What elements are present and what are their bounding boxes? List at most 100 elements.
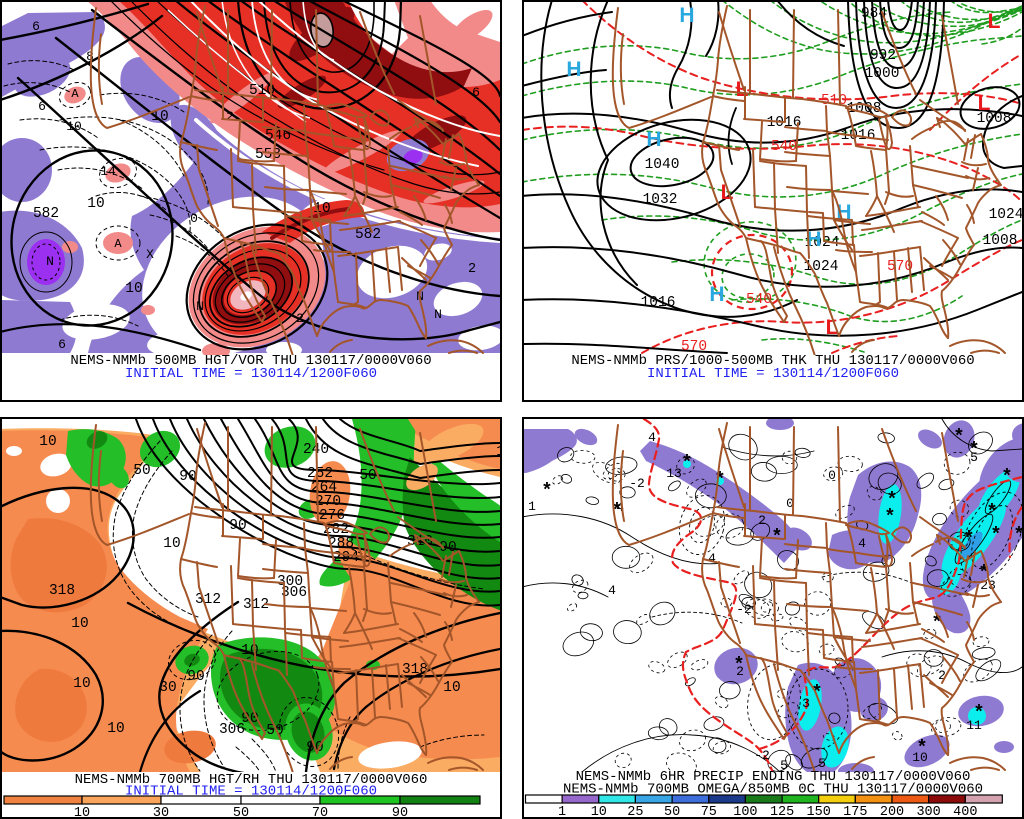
svg-text:546: 546	[265, 128, 291, 144]
svg-text:400: 400	[953, 805, 977, 819]
svg-text:6: 6	[32, 19, 40, 34]
svg-text:90: 90	[229, 518, 246, 534]
svg-text:312: 312	[243, 597, 269, 613]
svg-text:10: 10	[241, 643, 258, 659]
svg-text:2: 2	[938, 668, 946, 683]
svg-text:1024: 1024	[804, 259, 839, 275]
svg-text:10: 10	[66, 119, 82, 134]
svg-text:125: 125	[770, 805, 794, 819]
svg-text:200: 200	[880, 805, 904, 819]
svg-text:*: *	[714, 469, 725, 491]
svg-text:X: X	[146, 247, 154, 262]
svg-text:NEMS-NMMb 700MB OMEGA/850MB 0C: NEMS-NMMb 700MB OMEGA/850MB 0C THU 13011…	[563, 782, 983, 798]
svg-text:10: 10	[443, 680, 460, 696]
svg-text:*: *	[963, 528, 974, 550]
svg-text:2: 2	[736, 664, 744, 679]
svg-text:-2: -2	[736, 602, 752, 617]
svg-text:0: 0	[190, 211, 198, 226]
svg-text:6: 6	[472, 85, 480, 100]
svg-text:1: 1	[558, 805, 566, 819]
svg-text:570: 570	[681, 339, 707, 355]
svg-text:2: 2	[758, 513, 766, 528]
svg-text:6: 6	[38, 99, 46, 114]
svg-text:10: 10	[73, 676, 90, 692]
svg-text:25: 25	[627, 805, 643, 819]
svg-text:*: *	[611, 500, 622, 522]
svg-text:10: 10	[71, 616, 88, 632]
svg-text:30: 30	[159, 680, 176, 696]
svg-text:10: 10	[87, 196, 104, 212]
svg-text:4: 4	[608, 583, 616, 598]
svg-text:570: 570	[887, 259, 913, 275]
svg-text:N: N	[46, 254, 54, 269]
svg-text:-2: -2	[629, 476, 645, 491]
svg-text:*: *	[968, 439, 979, 461]
svg-text:50: 50	[359, 468, 376, 484]
svg-text:*: *	[953, 426, 964, 448]
svg-text:*: *	[1013, 524, 1024, 546]
svg-text:10: 10	[39, 434, 56, 450]
svg-text:90: 90	[187, 669, 204, 685]
svg-text:2: 2	[296, 311, 304, 326]
svg-text:276: 276	[319, 508, 345, 524]
svg-text:8: 8	[86, 49, 94, 64]
svg-text:L: L	[978, 92, 991, 115]
svg-text:100: 100	[733, 805, 757, 819]
svg-text:A: A	[71, 87, 79, 101]
svg-text:1000: 1000	[865, 66, 900, 82]
svg-text:540: 540	[771, 139, 797, 155]
svg-text:4: 4	[858, 536, 866, 551]
svg-text:312: 312	[195, 592, 221, 608]
svg-text:540: 540	[746, 292, 772, 308]
svg-text:2: 2	[226, 109, 234, 124]
svg-text:4: 4	[708, 551, 716, 566]
svg-text:288: 288	[328, 536, 354, 552]
svg-text:NEMS-NMMb 700MB HGT/RH THU 130: NEMS-NMMb 700MB HGT/RH THU 130117/0000V0…	[75, 772, 428, 788]
svg-text:H: H	[679, 4, 694, 27]
svg-text:*: *	[978, 562, 989, 584]
svg-text:2: 2	[468, 262, 476, 277]
svg-text:*: *	[886, 489, 897, 511]
svg-text:N: N	[196, 299, 204, 314]
svg-text:992: 992	[870, 48, 896, 64]
svg-text:10: 10	[151, 109, 168, 125]
svg-text:14: 14	[100, 164, 116, 179]
svg-text:1024: 1024	[805, 235, 840, 251]
svg-text:30: 30	[153, 806, 169, 819]
svg-text:NEMS-NMMb PRS/1000-500MB THK T: NEMS-NMMb PRS/1000-500MB THK THU 130117/…	[571, 353, 974, 369]
svg-text:270: 270	[315, 494, 341, 510]
svg-text:318: 318	[49, 583, 75, 599]
svg-text:6: 6	[58, 337, 66, 352]
svg-text:306: 306	[281, 585, 307, 601]
svg-text:-2: -2	[754, 748, 770, 763]
svg-text:10: 10	[163, 536, 180, 552]
svg-text:1040: 1040	[645, 157, 680, 173]
svg-text:1024: 1024	[989, 207, 1024, 223]
svg-text:1: 1	[528, 499, 536, 514]
svg-text:A: A	[114, 237, 122, 251]
svg-text:10: 10	[912, 750, 928, 765]
svg-text:1016: 1016	[641, 295, 676, 311]
svg-text:10: 10	[107, 721, 124, 737]
svg-text:13: 13	[666, 466, 682, 481]
svg-text:318: 318	[402, 662, 428, 678]
svg-text:H: H	[709, 283, 724, 306]
svg-text:11: 11	[966, 718, 982, 733]
svg-text:*: *	[811, 682, 822, 704]
svg-text:10: 10	[125, 281, 142, 297]
svg-text:582: 582	[355, 227, 381, 243]
svg-text:*: *	[884, 506, 895, 528]
svg-text:75: 75	[701, 805, 717, 819]
svg-text:510: 510	[249, 83, 275, 99]
svg-text:L: L	[988, 10, 1001, 33]
svg-text:90: 90	[179, 469, 196, 485]
svg-text:NEMS-NMMb 6HR PRECIP ENDING TH: NEMS-NMMb 6HR PRECIP ENDING THU 130117/0…	[576, 769, 971, 785]
svg-text:H: H	[566, 58, 581, 81]
svg-text:*: *	[986, 501, 997, 523]
svg-text:*: *	[771, 526, 782, 548]
svg-text:5: 5	[970, 450, 978, 465]
svg-text:0: 0	[828, 468, 836, 483]
svg-text:300: 300	[916, 805, 940, 819]
svg-text:*: *	[541, 480, 552, 502]
svg-text:1008: 1008	[983, 233, 1018, 249]
